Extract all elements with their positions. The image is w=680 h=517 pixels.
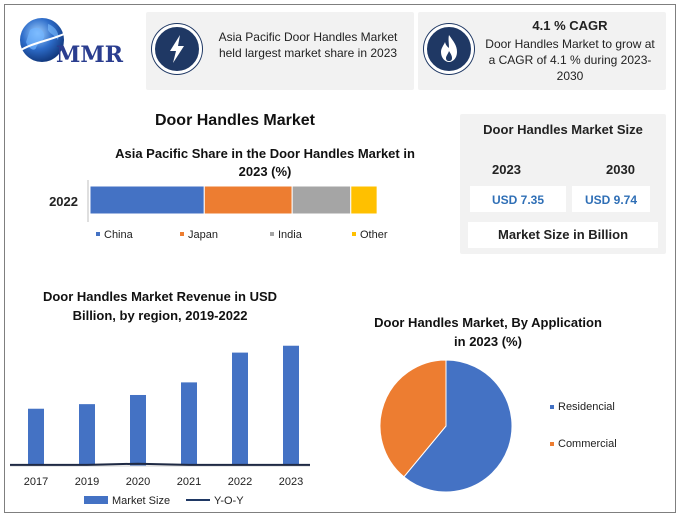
year-2023-label: 2023 (492, 162, 521, 177)
pie-legend-label-commercial: Commercial (558, 438, 617, 450)
share-chart-title-line1: Asia Pacific Share in the Door Handles M… (115, 146, 415, 161)
revenue-chart-title-line1: Door Handles Market Revenue in USD (42, 289, 278, 304)
revenue-tick-2022: 2022 (228, 476, 252, 488)
application-chart-title-line2: in 2023 (%) (454, 334, 522, 349)
pie-legend: Residencial Commercial (550, 401, 617, 450)
revenue-bar-2023 (283, 345, 299, 466)
share-bar-china (89, 185, 205, 215)
share-legend-swatch-india (270, 232, 274, 236)
legend-label-yoy: Y-O-Y (214, 495, 244, 507)
flame-icon (424, 24, 474, 74)
market-size-unit: Market Size in Billion (468, 222, 658, 248)
revenue-tick-2021: 2021 (177, 476, 201, 488)
share-legend-label-india: India (278, 229, 303, 241)
brand-name: MMR (56, 42, 123, 68)
revenue-legend: Market Size Y-O-Y (84, 495, 244, 507)
cagr-highlight-text: 4.1 % CAGR Door Handles Market to grow a… (476, 18, 664, 84)
share-legend-swatch-japan (180, 232, 184, 236)
revenue-bar-2019 (79, 404, 95, 466)
year-2030-label: 2030 (606, 162, 635, 177)
share-bars (89, 185, 378, 215)
value-2030: USD 9.74 (572, 186, 650, 212)
pie-legend-swatch-commercial (550, 442, 554, 446)
revenue-chart: 2017 2019 2020 2021 2022 2023 Market Size Y-O-… (10, 345, 310, 507)
share-bar-japan (203, 185, 293, 215)
cagr-highlight-card: 4.1 % CAGR Door Handles Market to grow a… (418, 12, 666, 90)
region-highlight-text: Asia Pacific Door Handles Market held la… (208, 29, 408, 61)
share-chart-title: Asia Pacific Share in the Door Handles M… (90, 145, 440, 181)
value-2023: USD 7.35 (470, 186, 566, 212)
market-size-title: Door Handles Market Size (483, 122, 643, 137)
market-size-panel: Door Handles Market Size 2023 2030 USD 7… (460, 114, 666, 254)
share-legend-swatch-other (352, 232, 356, 236)
share-chart: 2022 China Japan India Other (49, 180, 388, 241)
pie-legend-label-residencial: Residencial (558, 401, 615, 413)
revenue-bar-2022 (232, 352, 248, 466)
revenue-bars (28, 345, 299, 466)
share-bar-india (291, 185, 352, 215)
pie-slice-residencial (403, 359, 513, 493)
pie-slices (379, 359, 513, 493)
revenue-tick-2019: 2019 (75, 476, 99, 488)
share-legend: China Japan India Other (96, 229, 388, 241)
revenue-chart-title-line2: Billion, by region, 2019-2022 (72, 308, 248, 323)
cagr-title: 4.1 % CAGR (532, 18, 608, 33)
region-text-line2: held largest market share in 2023 (218, 46, 398, 60)
brand-logo: MMR (12, 12, 132, 72)
share-category-label: 2022 (49, 194, 78, 209)
revenue-tick-2023: 2023 (279, 476, 303, 488)
application-chart: Residencial Commercial (379, 359, 617, 493)
revenue-tick-2020: 2020 (126, 476, 150, 488)
share-legend-label-japan: Japan (188, 229, 218, 241)
globe-icon (17, 18, 69, 62)
share-legend-label-china: China (104, 229, 134, 241)
region-highlight-card: Asia Pacific Door Handles Market held la… (146, 12, 414, 90)
application-chart-title: Door Handles Market, By Application in 2… (356, 313, 620, 351)
main-title: Door Handles Market (154, 112, 316, 129)
pie-legend-swatch-residencial (550, 405, 554, 409)
cagr-text-line1: Door Handles Market to grow at (485, 37, 655, 51)
application-chart-title-line1: Door Handles Market, By Application (374, 315, 602, 330)
share-bar-other (350, 185, 378, 215)
cagr-text-line3: 2030 (556, 69, 584, 83)
revenue-bar-2021 (181, 382, 197, 466)
revenue-tick-labels: 2017 2019 2020 2021 2022 2023 (24, 476, 303, 488)
cagr-text-line2: a CAGR of 4.1 % during 2023- (488, 53, 652, 67)
yoy-series-line (10, 462, 310, 466)
region-text-line1: Asia Pacific Door Handles Market (218, 30, 398, 44)
pie-slice-commercial (379, 359, 447, 478)
share-legend-label-other: Other (360, 229, 388, 241)
revenue-bar-2017 (28, 408, 44, 466)
revenue-bar-2020 (130, 394, 146, 466)
legend-label-market-size: Market Size (112, 495, 170, 507)
share-chart-title-line2: 2023 (%) (238, 164, 292, 179)
revenue-chart-title: Door Handles Market Revenue in USD Billi… (20, 287, 300, 325)
lightning-icon (152, 24, 202, 74)
revenue-tick-2017: 2017 (24, 476, 48, 488)
share-legend-swatch-china (96, 232, 100, 236)
legend-swatch-market-size (84, 496, 108, 504)
